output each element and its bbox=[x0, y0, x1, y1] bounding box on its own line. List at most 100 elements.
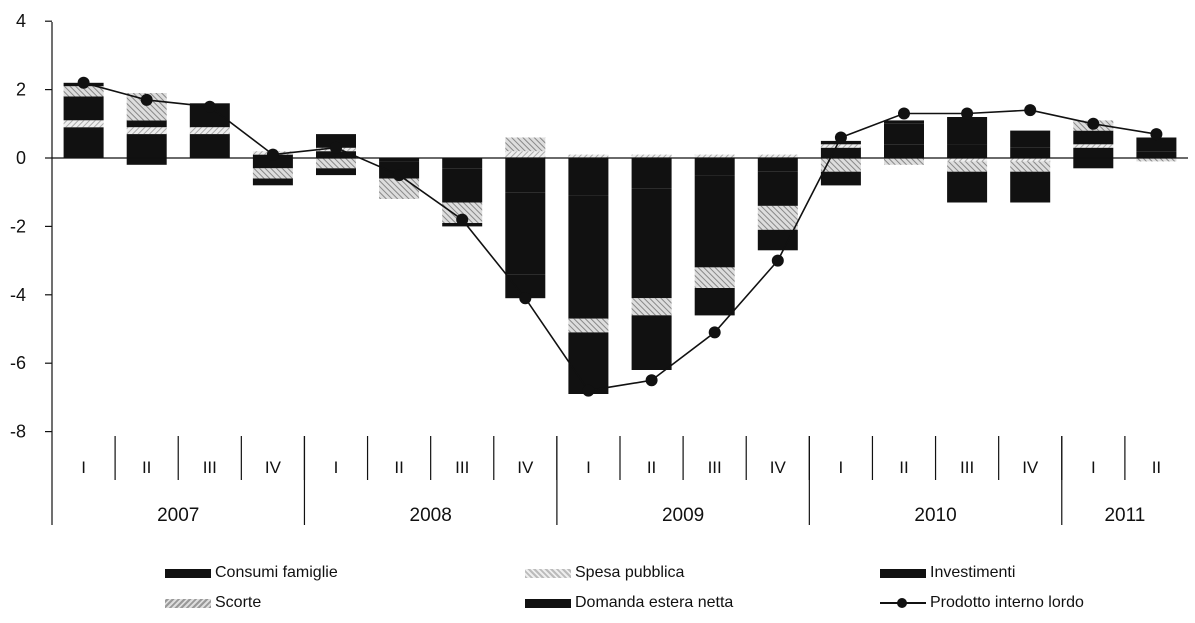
bar-segment bbox=[1136, 137, 1177, 152]
legend: Consumi famiglie Spesa pubblica Investim… bbox=[0, 558, 1195, 618]
x-tick-label: II bbox=[142, 458, 151, 477]
x-tick-label: II bbox=[899, 458, 908, 477]
bar-segment bbox=[379, 158, 420, 162]
bar-segment bbox=[568, 332, 609, 394]
bar-segment bbox=[884, 144, 924, 158]
bar-segment bbox=[1073, 158, 1114, 169]
gdp-point bbox=[393, 169, 406, 182]
year-label: 2009 bbox=[662, 505, 704, 526]
x-tick-label: III bbox=[203, 458, 217, 477]
year-label: 2007 bbox=[157, 505, 199, 526]
gdp-point bbox=[834, 131, 847, 144]
bar-segment bbox=[126, 134, 167, 158]
bar-segment bbox=[189, 103, 230, 128]
x-tick-label: I bbox=[586, 458, 591, 477]
gdp-point bbox=[771, 254, 784, 267]
bar-segment bbox=[568, 195, 609, 319]
bar-segment bbox=[252, 158, 293, 169]
y-tick-label: -6 bbox=[10, 353, 26, 373]
axes-layer: 420-2-4-6-8I II III IV I II III IV I II III IV I II II… bbox=[10, 11, 1188, 526]
bar-segment bbox=[126, 158, 167, 165]
legend-label: Investimenti bbox=[930, 564, 1016, 581]
bar-segment bbox=[505, 158, 546, 193]
gdp-point bbox=[266, 148, 279, 161]
bar-segment bbox=[631, 298, 672, 316]
bar-segment bbox=[505, 137, 546, 152]
bar-segment bbox=[884, 123, 924, 145]
x-tick-label: IV bbox=[517, 458, 534, 477]
bar-segment bbox=[694, 158, 735, 176]
bar-segment bbox=[947, 117, 988, 145]
gdp-point bbox=[898, 107, 910, 120]
bar-segment bbox=[505, 151, 546, 158]
bar-segment bbox=[1010, 147, 1051, 158]
gdp-point bbox=[582, 384, 595, 397]
bar-segment bbox=[568, 318, 609, 333]
bar-segment bbox=[568, 158, 609, 196]
x-tick-label: IV bbox=[770, 458, 787, 477]
gdp-point bbox=[203, 100, 216, 113]
bar-segment bbox=[757, 171, 798, 206]
bar-segment bbox=[1010, 158, 1051, 162]
bar-segment bbox=[1010, 130, 1051, 148]
gdp-point bbox=[330, 141, 342, 154]
bar-segment bbox=[631, 188, 672, 299]
legend-swatch bbox=[525, 568, 571, 578]
bar-segment bbox=[252, 168, 293, 179]
bar-segment bbox=[316, 151, 356, 158]
bar-segment bbox=[252, 178, 293, 186]
gdp-point bbox=[140, 93, 153, 106]
bar-segment bbox=[820, 147, 861, 158]
bar-segment bbox=[379, 178, 420, 199]
legend-label: Prodotto interno lordo bbox=[930, 594, 1084, 611]
x-tick-label: I bbox=[334, 458, 339, 477]
bar-segment bbox=[631, 315, 672, 370]
y-tick-label: -2 bbox=[10, 216, 26, 236]
bar-segment bbox=[189, 134, 230, 158]
bar-segment bbox=[1010, 161, 1051, 172]
bar-segment bbox=[631, 154, 672, 158]
gdp-point bbox=[1024, 104, 1037, 117]
gdp-point bbox=[77, 76, 90, 89]
bar-segment bbox=[442, 202, 483, 223]
legend-item-consumi: Consumi famiglie bbox=[165, 560, 338, 586]
bar-segment bbox=[820, 171, 861, 186]
gdp-point bbox=[961, 107, 974, 120]
bar-segment bbox=[442, 158, 483, 169]
legend-swatch bbox=[880, 568, 926, 578]
chart-canvas: 420-2-4-6-8I II III IV I II III IV I II III IV I II II… bbox=[10, 11, 1188, 526]
gdp-point bbox=[519, 292, 532, 305]
legend-swatch bbox=[165, 598, 211, 608]
y-tick-label: 0 bbox=[16, 148, 26, 168]
legend-line-swatch bbox=[880, 596, 926, 610]
gdp-point bbox=[645, 374, 658, 387]
bar-segment bbox=[694, 175, 735, 268]
x-tick-label: I bbox=[1091, 458, 1096, 477]
bar-segment bbox=[1073, 147, 1114, 158]
x-tick-label: I bbox=[839, 458, 844, 477]
x-tick-label: III bbox=[708, 458, 722, 477]
legend-item-investimenti: Investimenti bbox=[880, 560, 1015, 586]
legend-label: Consumi famiglie bbox=[215, 564, 338, 581]
bar-segment bbox=[820, 158, 861, 172]
x-tick-label: IV bbox=[1022, 458, 1039, 477]
bar-segment bbox=[505, 274, 546, 299]
x-tick-label: II bbox=[394, 458, 403, 477]
bar-segment bbox=[1136, 158, 1177, 162]
legend-swatch bbox=[165, 568, 211, 578]
bar-segment bbox=[316, 168, 356, 176]
bar-segment bbox=[1073, 130, 1114, 145]
y-tick-label: 2 bbox=[16, 80, 26, 100]
bar-segment bbox=[505, 192, 546, 275]
x-tick-label: II bbox=[1152, 458, 1161, 477]
bar-segment bbox=[947, 161, 988, 172]
bar-segment bbox=[947, 171, 988, 203]
bar-segment bbox=[694, 267, 735, 288]
gdp-point bbox=[1150, 128, 1163, 141]
bar-segment bbox=[757, 158, 798, 172]
bar-segment bbox=[316, 134, 356, 148]
legend-item-pil: Prodotto interno lordo bbox=[880, 590, 1084, 616]
legend-label: Spesa pubblica bbox=[575, 564, 685, 581]
bar-segment bbox=[947, 144, 988, 158]
bar-segment bbox=[884, 120, 924, 124]
